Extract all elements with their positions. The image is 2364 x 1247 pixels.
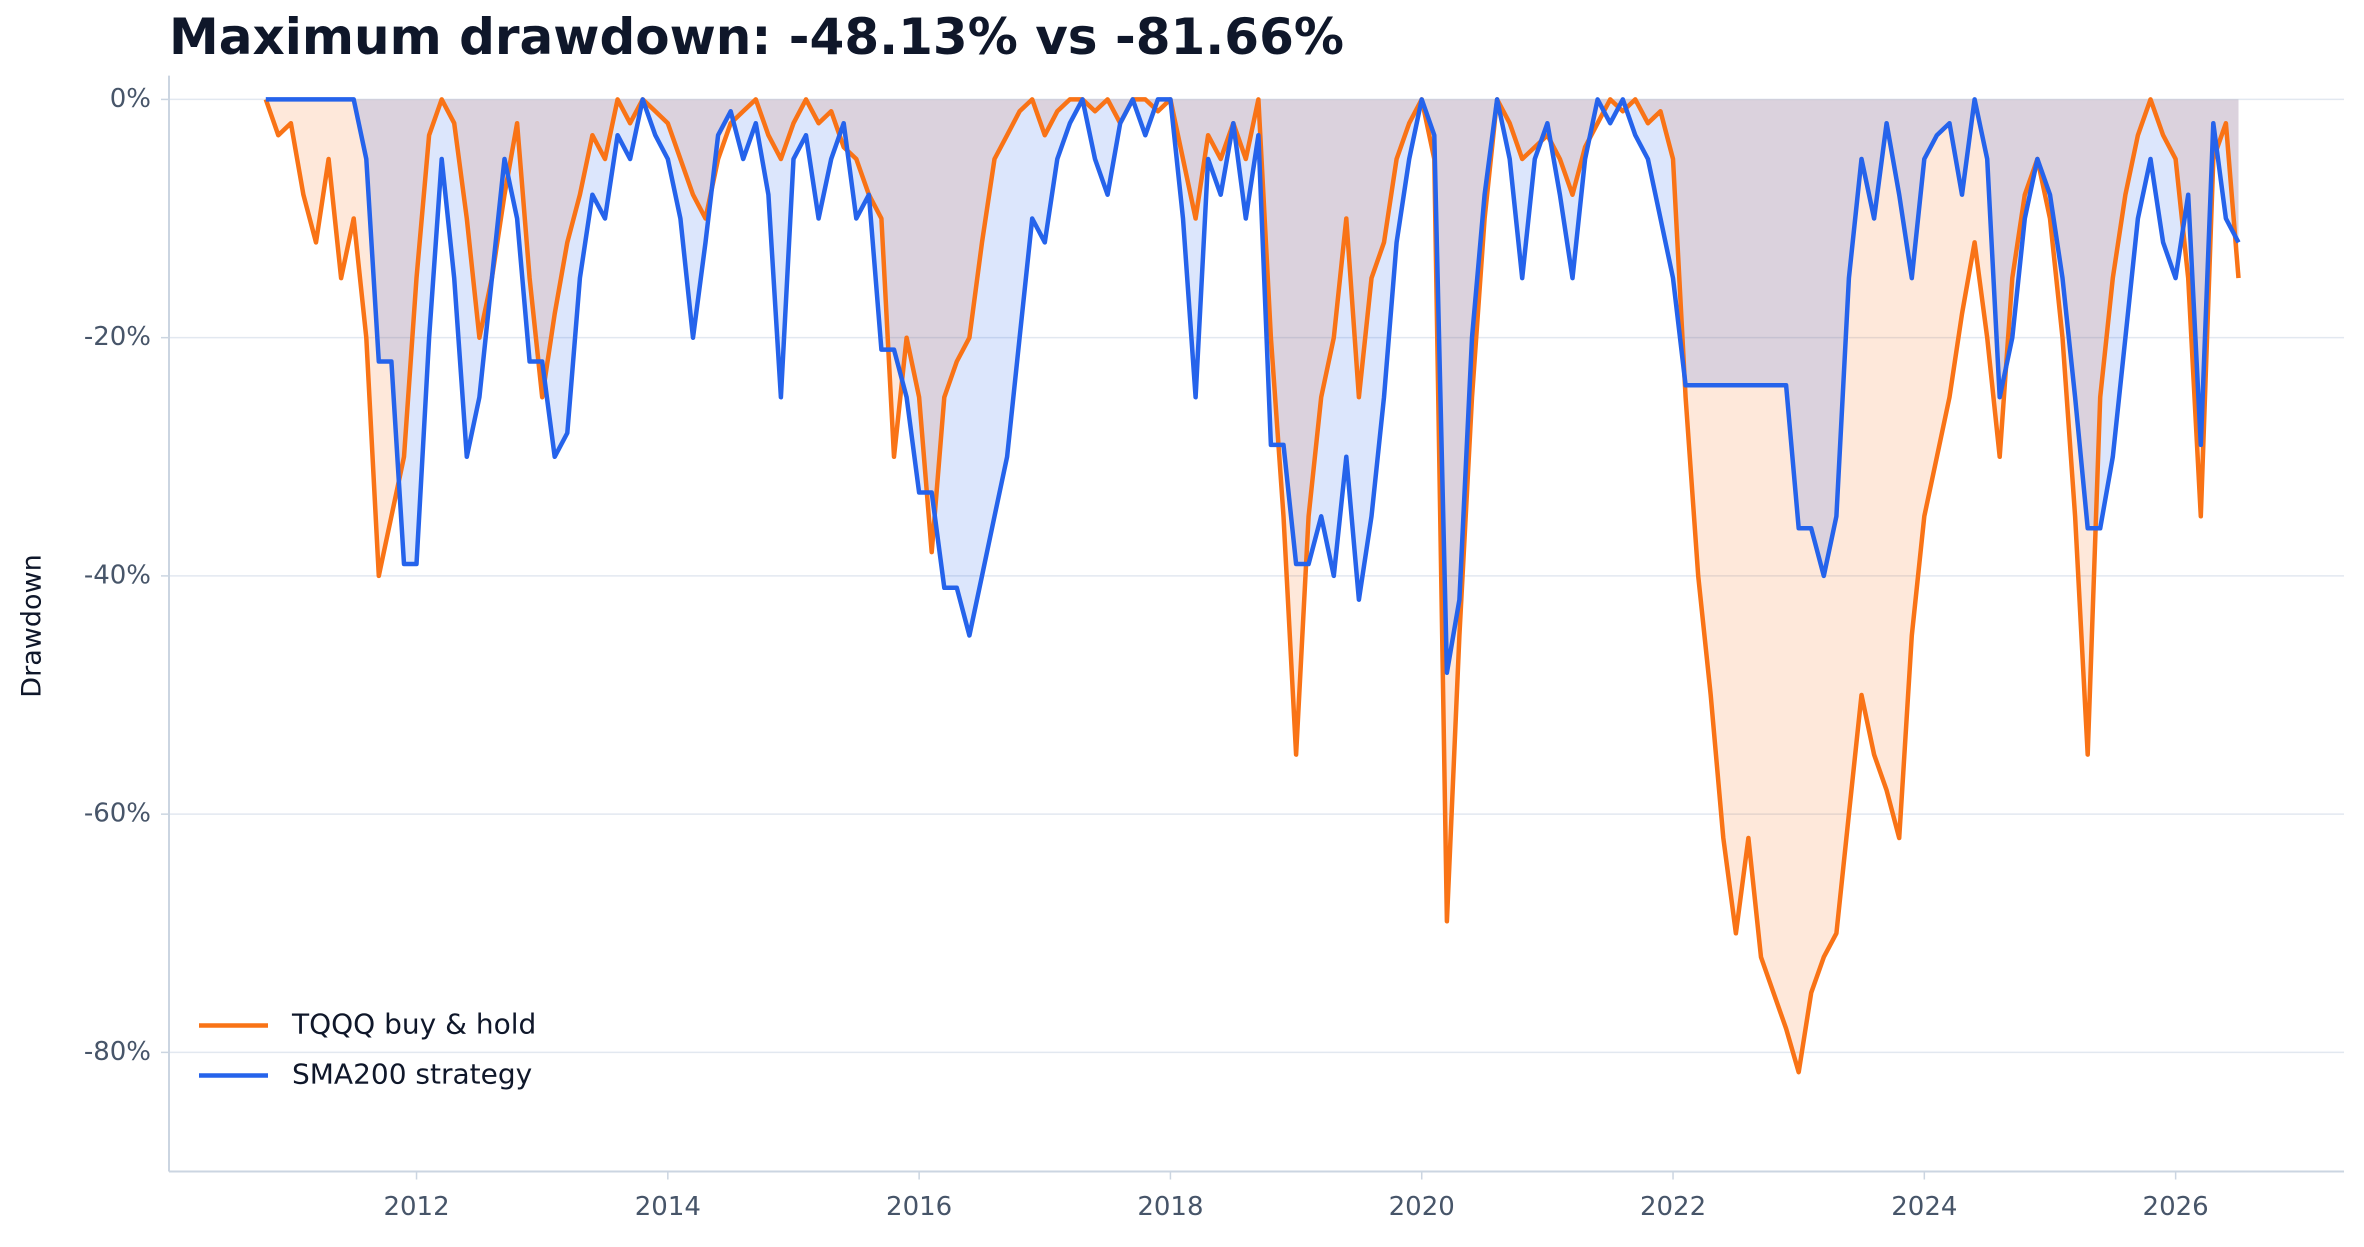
x-tick-label: 2026 — [2143, 1192, 2209, 1222]
y-tick-label: 0% — [110, 84, 151, 114]
y-axis-label: Drawdown — [17, 554, 48, 697]
x-tick-label: 2018 — [1137, 1192, 1203, 1222]
x-tick-label: 2020 — [1389, 1192, 1455, 1222]
legend-label: SMA200 strategy — [292, 1058, 532, 1091]
x-tick-label: 2022 — [1640, 1192, 1706, 1222]
legend-label: TQQQ buy & hold — [291, 1008, 536, 1041]
y-tick-label: -60% — [84, 799, 151, 829]
x-tick-label: 2016 — [886, 1192, 952, 1222]
x-tick-label: 2014 — [635, 1192, 701, 1222]
area — [265, 99, 2239, 1073]
line — [265, 97, 2241, 675]
chart-title: Maximum drawdown: -48.13% vs -81.66% — [169, 8, 1344, 66]
y-tick-label: -20% — [84, 322, 151, 352]
y-tick-label: -40% — [84, 560, 151, 590]
x-tick-label: 2024 — [1891, 1192, 1957, 1222]
line — [263, 97, 2241, 1075]
x-tick-label: 2012 — [383, 1192, 449, 1222]
area — [265, 99, 2239, 673]
y-tick-label: -80% — [84, 1037, 151, 1067]
